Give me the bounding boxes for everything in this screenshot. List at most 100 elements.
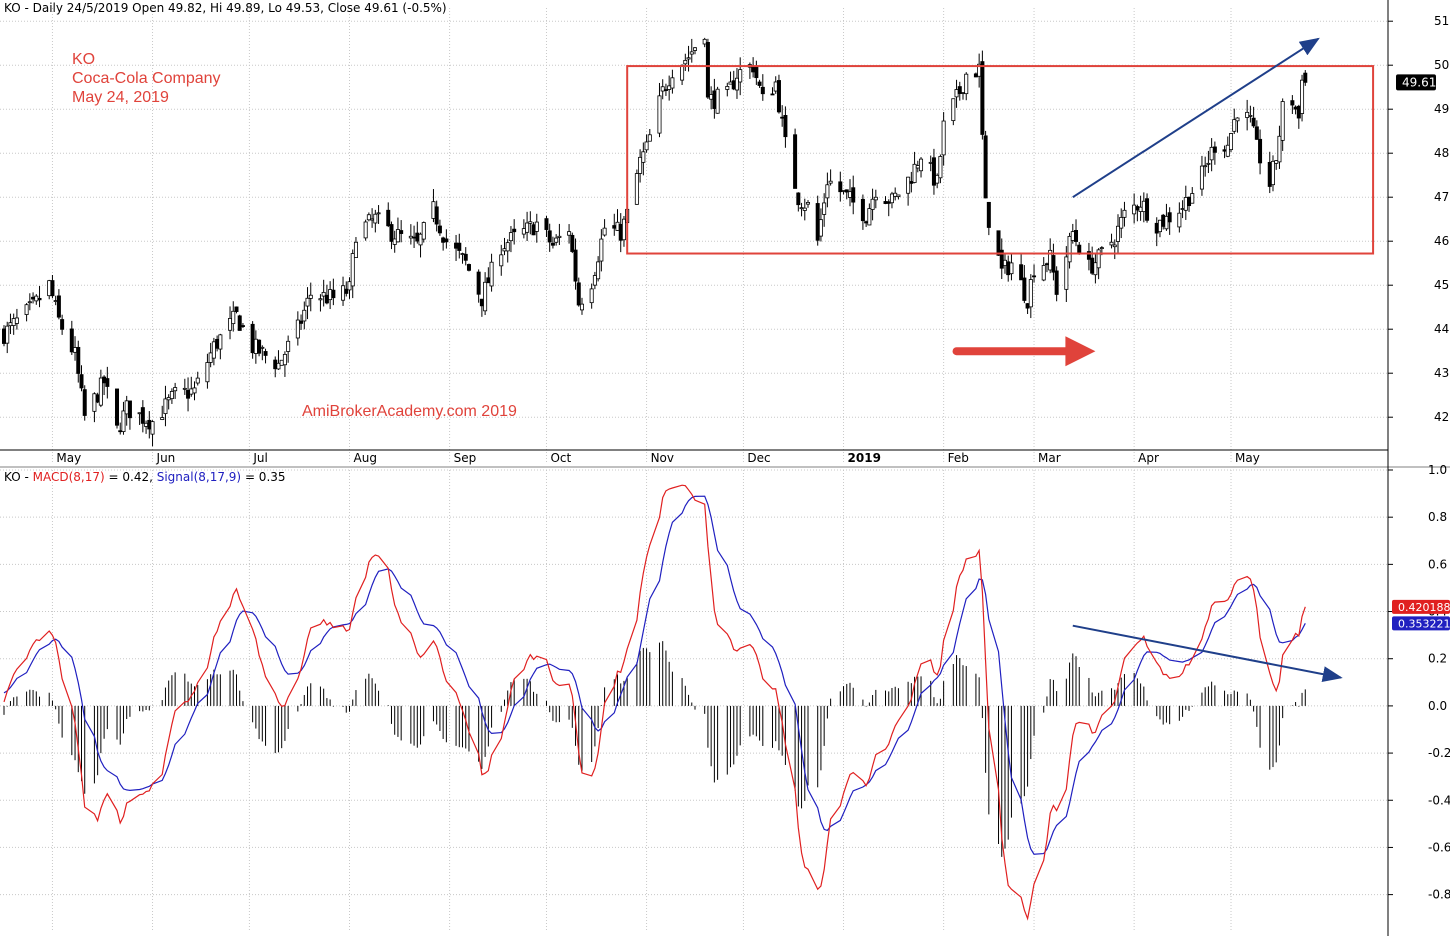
candle-up — [483, 281, 488, 312]
right-arrow-annotation — [952, 336, 1096, 367]
candle-down — [257, 339, 262, 354]
candle-up — [596, 261, 601, 280]
candle-down — [886, 201, 891, 204]
candle-down — [980, 61, 985, 135]
candle-up — [686, 57, 691, 60]
candle-down — [550, 242, 555, 246]
candle-down — [573, 249, 578, 282]
price-tick-label: 46 — [1434, 234, 1449, 248]
candle-down — [783, 115, 788, 138]
signal-line — [3, 495, 1306, 855]
candle-up — [166, 397, 171, 401]
candle-up — [460, 253, 465, 255]
macd-header-signal: Signal(8,17,9) — [157, 470, 241, 484]
candle-down — [1212, 146, 1217, 153]
candle-down — [986, 201, 991, 228]
candle-down — [1303, 72, 1308, 83]
candle-up — [1099, 247, 1104, 250]
uptrend-line — [1072, 37, 1320, 199]
candle-up — [1164, 215, 1169, 230]
candle-up — [867, 208, 872, 226]
candle-down — [1019, 264, 1024, 281]
date-tick-label: Sep — [454, 451, 477, 465]
candle-up — [1209, 146, 1214, 161]
candle-up — [1093, 262, 1098, 276]
candle-up — [896, 194, 901, 197]
candle-down — [754, 66, 759, 79]
candle-down — [1251, 117, 1256, 127]
macd-header: KO - MACD(8,17) = 0.42, Signal(8,17,9) =… — [4, 470, 286, 484]
candle-down — [118, 430, 123, 433]
price-tick-label: 50 — [1434, 58, 1449, 72]
candle-down — [1267, 161, 1272, 187]
candle-down — [466, 264, 471, 271]
candle-down — [140, 407, 145, 424]
macd-header-macd-value: = 0.42, — [105, 470, 157, 484]
candle-up — [1070, 231, 1075, 241]
macd-value-marker[interactable]: 0.420188 — [1392, 599, 1450, 614]
candle-up — [1112, 244, 1117, 248]
macd-tick-label: -0.2 — [1428, 746, 1450, 760]
candle-up — [935, 174, 940, 184]
candle-up — [806, 202, 811, 205]
candle-down — [444, 238, 449, 243]
candle-up — [34, 295, 39, 302]
candle-down — [331, 289, 336, 299]
candle-up — [144, 422, 149, 427]
macd-histogram — [3, 641, 1306, 857]
candle-down — [1022, 277, 1027, 301]
macd-line — [3, 484, 1306, 921]
candle-up — [370, 218, 375, 221]
macd-tick-label: -0.8 — [1428, 888, 1450, 902]
signal-value-marker[interactable]: 0.353221 — [1392, 616, 1450, 631]
date-tick-label: May — [56, 451, 81, 465]
candle-down — [1293, 106, 1298, 110]
macd-tick-label: -0.4 — [1428, 793, 1450, 807]
candle-up — [589, 288, 594, 304]
last-price-marker[interactable]: 49.61 — [1396, 74, 1436, 91]
candle-down — [1254, 126, 1259, 140]
candle-up — [847, 191, 852, 198]
candle-down — [864, 221, 869, 224]
candle-up — [11, 318, 16, 326]
candle-down — [186, 390, 191, 399]
price-tick-label: 49 — [1434, 102, 1449, 116]
candle-down — [1090, 257, 1095, 274]
resistance-support-rectangle — [626, 65, 1375, 255]
candle-up — [951, 98, 956, 122]
candle-up — [205, 362, 210, 383]
candle-up — [1277, 135, 1282, 163]
candle-up — [634, 173, 639, 205]
candle-up — [1028, 279, 1033, 308]
candle-down — [31, 296, 36, 300]
candle-up — [1109, 241, 1114, 246]
candle-up — [328, 289, 333, 301]
date-annotation: May 24, 2019 — [72, 89, 169, 106]
candle-down — [60, 319, 65, 330]
macd-tick-label: 0.2 — [1428, 652, 1447, 666]
candle-up — [27, 301, 32, 304]
candle-down — [37, 297, 42, 301]
candle-up — [253, 338, 258, 354]
candle-up — [321, 291, 326, 297]
candle-up — [961, 92, 966, 94]
candle-down — [851, 187, 856, 203]
candle-down — [544, 218, 549, 230]
macd-header-prefix: KO - — [4, 470, 33, 484]
candle-up — [1280, 101, 1285, 141]
candle-up — [308, 294, 313, 299]
candle-up — [341, 285, 346, 301]
candle-up — [709, 94, 714, 100]
candle-down — [1032, 275, 1037, 278]
candle-down — [705, 42, 710, 98]
candle-down — [95, 394, 100, 403]
candle-up — [502, 248, 507, 252]
candle-down — [263, 351, 268, 356]
candle-down — [147, 419, 152, 430]
candle-up — [873, 196, 878, 201]
candle-up — [279, 359, 284, 366]
macd-y-axis: -0.8-0.6-0.4-0.20.00.20.40.60.81.0 — [1388, 463, 1450, 902]
macd-tick-label: -0.6 — [1428, 840, 1450, 854]
candle-up — [228, 318, 233, 331]
candle-down — [663, 89, 668, 92]
